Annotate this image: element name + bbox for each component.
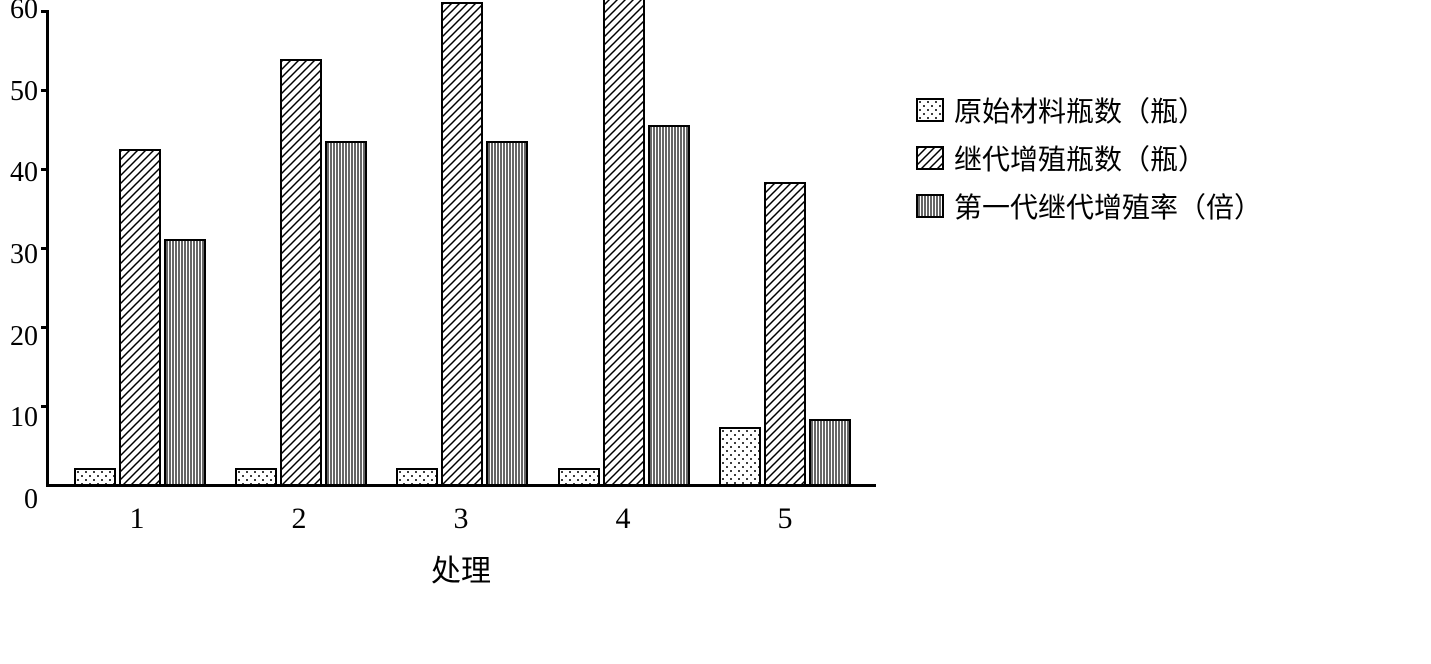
bar-groups xyxy=(49,10,876,484)
bar xyxy=(74,468,116,484)
legend-swatch-vertical xyxy=(916,194,944,218)
legend-swatch-dots xyxy=(916,98,944,122)
legend-swatch-diagonal xyxy=(916,146,944,170)
legend-item: 继代增殖瓶数（瓶） xyxy=(916,138,1262,178)
bar xyxy=(235,468,277,484)
chart-area: 60 50 40 30 20 10 0 1 xyxy=(10,10,876,590)
bar xyxy=(603,0,645,484)
bar-group xyxy=(235,59,367,484)
bar xyxy=(396,468,438,484)
y-tick-marks xyxy=(41,10,49,484)
bar xyxy=(441,2,483,484)
legend-label: 第一代继代增殖率（倍） xyxy=(954,186,1262,226)
legend: 原始材料瓶数（瓶） 继代增殖瓶数（瓶） 第一代继代增殖率（倍） xyxy=(876,10,1262,234)
x-tick-label: 5 xyxy=(715,502,855,536)
plot-area xyxy=(46,10,876,487)
bar xyxy=(325,141,367,484)
bar-chart: 60 50 40 30 20 10 0 1 xyxy=(10,10,1431,654)
legend-label: 原始材料瓶数（瓶） xyxy=(954,90,1206,130)
legend-label: 继代增殖瓶数（瓶） xyxy=(954,138,1206,178)
bar xyxy=(119,149,161,484)
x-axis-title: 处理 xyxy=(46,536,876,590)
x-tick-label: 1 xyxy=(67,502,207,536)
bar-group xyxy=(558,0,690,484)
bar xyxy=(719,427,761,484)
bar xyxy=(648,125,690,484)
x-axis-labels: 1 2 3 4 5 xyxy=(46,487,876,536)
plot-wrapper: 1 2 3 4 5 处理 xyxy=(46,10,876,590)
x-tick-label: 3 xyxy=(391,502,531,536)
bar xyxy=(486,141,528,484)
bar xyxy=(558,468,600,484)
bar xyxy=(280,59,322,484)
bar xyxy=(164,239,206,484)
bar-group xyxy=(396,2,528,484)
legend-item: 原始材料瓶数（瓶） xyxy=(916,90,1262,130)
bar xyxy=(764,182,806,484)
bar-group xyxy=(74,149,206,484)
bar-group xyxy=(719,182,851,484)
legend-item: 第一代继代增殖率（倍） xyxy=(916,186,1262,226)
x-tick-label: 4 xyxy=(553,502,693,536)
x-tick-label: 2 xyxy=(229,502,369,536)
bar xyxy=(809,419,851,484)
